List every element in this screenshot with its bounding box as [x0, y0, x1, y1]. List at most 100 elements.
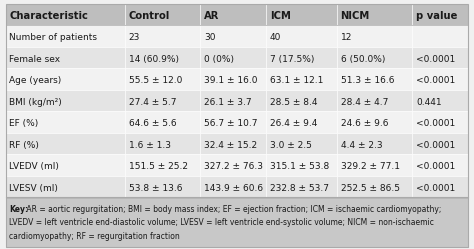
Bar [412, 90, 468, 111]
Text: 39.1 ± 16.0: 39.1 ± 16.0 [204, 76, 258, 85]
Text: Female sex: Female sex [9, 55, 61, 64]
Text: 252.5 ± 86.5: 252.5 ± 86.5 [341, 184, 400, 193]
Text: 27.4 ± 5.7: 27.4 ± 5.7 [129, 98, 176, 107]
Text: cardiomyopathy; RF = regurgitation fraction: cardiomyopathy; RF = regurgitation fract… [9, 232, 180, 241]
Bar [412, 47, 468, 68]
Text: 7 (17.5%): 7 (17.5%) [270, 55, 314, 64]
Bar [337, 68, 412, 90]
Bar [201, 176, 266, 197]
Bar [266, 90, 337, 111]
Bar [337, 154, 412, 176]
Text: Control: Control [129, 11, 170, 21]
Text: 143.9 ± 60.6: 143.9 ± 60.6 [204, 184, 264, 193]
Text: AR: AR [204, 11, 219, 21]
Text: 53.8 ± 13.6: 53.8 ± 13.6 [129, 184, 182, 193]
Text: 64.6 ± 5.6: 64.6 ± 5.6 [129, 119, 176, 128]
Text: 3.0 ± 2.5: 3.0 ± 2.5 [270, 141, 312, 150]
Bar [125, 25, 201, 47]
Bar [266, 47, 337, 68]
Text: <0.0001: <0.0001 [416, 141, 456, 150]
Text: ICM: ICM [270, 11, 291, 21]
Text: LVEDV (ml): LVEDV (ml) [9, 162, 59, 171]
Bar [337, 133, 412, 154]
Bar [125, 90, 201, 111]
Bar [337, 90, 412, 111]
Text: LVESV (ml): LVESV (ml) [9, 184, 58, 193]
Text: LVEDV = left ventricle end-diastolic volume; LVESV = left ventricle end-systolic: LVEDV = left ventricle end-diastolic vol… [9, 218, 434, 227]
Bar [125, 154, 201, 176]
Bar [266, 4, 337, 25]
Text: <0.0001: <0.0001 [416, 76, 456, 85]
Bar [201, 47, 266, 68]
Bar [6, 176, 125, 197]
Bar [6, 111, 125, 133]
Text: 6 (50.0%): 6 (50.0%) [341, 55, 385, 64]
Text: 329.2 ± 77.1: 329.2 ± 77.1 [341, 162, 400, 171]
Text: BMI (kg/m²): BMI (kg/m²) [9, 98, 62, 107]
Bar [125, 68, 201, 90]
Text: 24.6 ± 9.6: 24.6 ± 9.6 [341, 119, 388, 128]
Bar [201, 68, 266, 90]
Text: 4.4 ± 2.3: 4.4 ± 2.3 [341, 141, 382, 150]
Text: NICM: NICM [341, 11, 370, 21]
Text: EF (%): EF (%) [9, 119, 39, 128]
Text: Number of patients: Number of patients [9, 33, 98, 42]
Bar [201, 133, 266, 154]
Bar [125, 111, 201, 133]
Bar [266, 133, 337, 154]
Bar [201, 154, 266, 176]
Bar [125, 4, 201, 25]
Bar [337, 25, 412, 47]
Text: 26.4 ± 9.4: 26.4 ± 9.4 [270, 119, 318, 128]
Text: <0.0001: <0.0001 [416, 184, 456, 193]
Text: 51.3 ± 16.6: 51.3 ± 16.6 [341, 76, 394, 85]
Text: 151.5 ± 25.2: 151.5 ± 25.2 [129, 162, 188, 171]
Text: 0 (0%): 0 (0%) [204, 55, 234, 64]
Bar [412, 111, 468, 133]
Bar [6, 25, 125, 47]
Text: AR = aortic regurgitation; BMI = body mass index; EF = ejection fraction; ICM = : AR = aortic regurgitation; BMI = body ma… [24, 205, 441, 214]
Bar [201, 4, 266, 25]
Bar [337, 4, 412, 25]
Bar [266, 111, 337, 133]
Bar [6, 198, 468, 247]
Text: 12: 12 [341, 33, 352, 42]
Text: p value: p value [416, 11, 457, 21]
Text: 55.5 ± 12.0: 55.5 ± 12.0 [129, 76, 182, 85]
Text: 28.4 ± 4.7: 28.4 ± 4.7 [341, 98, 388, 107]
Bar [6, 133, 125, 154]
Bar [125, 47, 201, 68]
Bar [337, 176, 412, 197]
Bar [337, 111, 412, 133]
Bar [337, 47, 412, 68]
Bar [412, 154, 468, 176]
Bar [266, 25, 337, 47]
Bar [412, 25, 468, 47]
Text: 63.1 ± 12.1: 63.1 ± 12.1 [270, 76, 323, 85]
Text: <0.0001: <0.0001 [416, 119, 456, 128]
Bar [412, 68, 468, 90]
Bar [266, 68, 337, 90]
Bar [125, 133, 201, 154]
Text: 40: 40 [270, 33, 282, 42]
Text: 232.8 ± 53.7: 232.8 ± 53.7 [270, 184, 329, 193]
Text: 28.5 ± 8.4: 28.5 ± 8.4 [270, 98, 318, 107]
Bar [201, 25, 266, 47]
Bar [6, 68, 125, 90]
Text: 26.1 ± 3.7: 26.1 ± 3.7 [204, 98, 252, 107]
Text: 56.7 ± 10.7: 56.7 ± 10.7 [204, 119, 258, 128]
Text: 327.2 ± 76.3: 327.2 ± 76.3 [204, 162, 263, 171]
Text: 315.1 ± 53.8: 315.1 ± 53.8 [270, 162, 329, 171]
Text: 14 (60.9%): 14 (60.9%) [129, 55, 179, 64]
Bar [6, 154, 125, 176]
Bar [6, 90, 125, 111]
Bar [6, 4, 125, 25]
Text: Key:: Key: [9, 205, 28, 214]
Text: 0.441: 0.441 [416, 98, 442, 107]
Text: <0.0001: <0.0001 [416, 162, 456, 171]
Bar [266, 154, 337, 176]
Text: 30: 30 [204, 33, 216, 42]
Bar [412, 176, 468, 197]
Text: 1.6 ± 1.3: 1.6 ± 1.3 [129, 141, 171, 150]
Text: Characteristic: Characteristic [9, 11, 88, 21]
